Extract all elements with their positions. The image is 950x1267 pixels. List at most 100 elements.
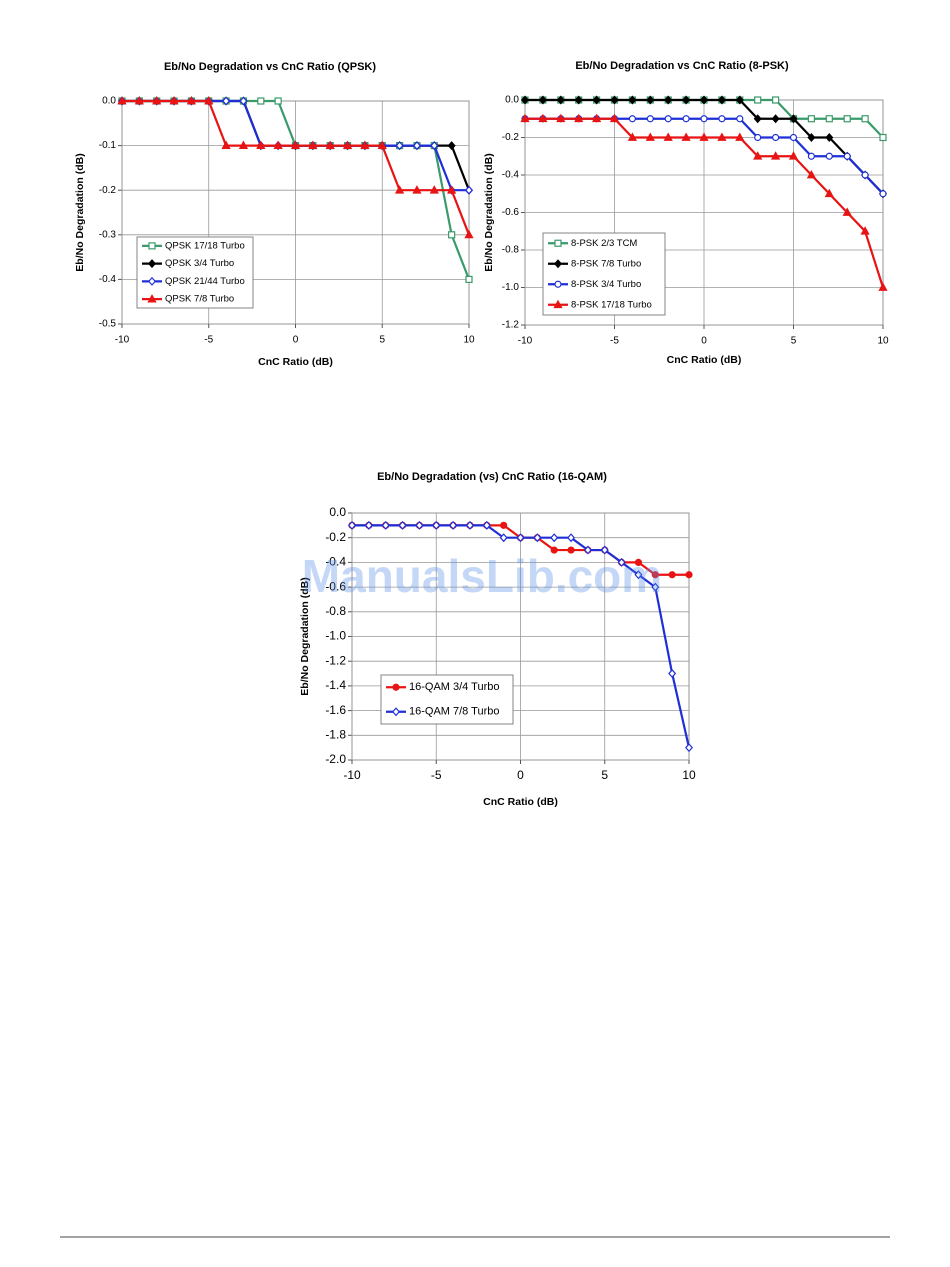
- x-tick-label: 5: [379, 335, 385, 346]
- marker: [221, 140, 231, 149]
- marker: [464, 185, 474, 195]
- x-tick-label: -10: [343, 768, 361, 782]
- marker: [134, 95, 144, 105]
- y-tick-label: -1.4: [325, 678, 346, 692]
- y-tick-label: -0.4: [502, 170, 520, 181]
- marker: [717, 132, 727, 141]
- legend-label: 8-PSK 3/4 Turbo: [571, 279, 641, 290]
- marker: [627, 132, 638, 141]
- marker: [186, 95, 197, 105]
- marker: [342, 140, 353, 149]
- marker: [634, 558, 643, 567]
- marker: [538, 113, 548, 123]
- marker: [634, 570, 643, 580]
- marker: [147, 276, 157, 286]
- marker: [256, 140, 266, 149]
- marker: [550, 533, 559, 543]
- marker: [664, 95, 673, 105]
- marker: [879, 133, 887, 142]
- marker: [465, 275, 473, 283]
- legend-label: QPSK 3/4 Turbo: [165, 258, 234, 269]
- marker: [617, 557, 626, 567]
- chart-title: Eb/No Degradation vs CnC Ratio (QPSK): [164, 61, 376, 73]
- marker: [878, 282, 888, 291]
- marker: [645, 132, 655, 141]
- marker: [257, 97, 265, 105]
- y-tick-label: -0.2: [502, 132, 520, 143]
- marker: [806, 169, 817, 179]
- marker: [204, 95, 214, 105]
- marker: [807, 115, 816, 123]
- legend-label: 8-PSK 7/8 Turbo: [571, 258, 641, 269]
- marker: [448, 231, 456, 239]
- marker: [668, 571, 676, 579]
- legend-label: 8-PSK 2/3 TCM: [571, 238, 637, 249]
- x-tick-label: 0: [517, 768, 524, 782]
- marker: [788, 151, 799, 160]
- chart: Eb/No Degradation vs CnC Ratio (QPSK) CnC…: [74, 61, 475, 368]
- y-axis-label: Eb/No Degradation (dB): [74, 153, 86, 271]
- y-tick-label: -0.2: [99, 185, 117, 196]
- y-tick-label: 0.0: [102, 96, 116, 107]
- x-tick-label: -10: [115, 335, 130, 346]
- y-tick-label: -0.3: [99, 229, 117, 240]
- marker: [879, 190, 887, 198]
- x-tick-label: 10: [463, 335, 475, 346]
- marker: [447, 185, 457, 194]
- marker: [377, 140, 387, 149]
- marker: [664, 115, 672, 123]
- marker: [718, 115, 726, 123]
- y-tick-label: 0.0: [329, 505, 346, 519]
- marker: [381, 520, 390, 530]
- legend-label: 16-QAM 3/4 Turbo: [409, 681, 500, 693]
- legend-label: QPSK 7/8 Turbo: [165, 294, 234, 305]
- marker: [415, 520, 424, 530]
- marker: [464, 229, 474, 239]
- marker: [753, 151, 763, 160]
- marker: [567, 533, 576, 543]
- marker: [398, 520, 407, 530]
- marker: [682, 95, 691, 105]
- legend-box: [542, 232, 666, 316]
- legend-label: QPSK 21/44 Turbo: [165, 276, 245, 287]
- y-axis-label: Eb/No Degradation (dB): [483, 153, 495, 271]
- x-tick-label: 10: [877, 336, 889, 347]
- marker: [152, 95, 162, 105]
- marker: [610, 95, 619, 105]
- marker: [499, 533, 508, 543]
- marker: [147, 259, 157, 269]
- marker: [429, 185, 439, 194]
- marker: [681, 132, 691, 141]
- y-tick-label: -1.8: [325, 727, 346, 741]
- legend-label: QPSK 17/18 Turbo: [165, 240, 245, 251]
- chart-title: Eb/No Degradation vs CnC Ratio (8-PSK): [575, 60, 789, 72]
- marker: [600, 545, 609, 555]
- marker: [554, 280, 562, 288]
- marker: [520, 113, 530, 123]
- y-tick-label: -1.6: [325, 703, 346, 717]
- y-tick-label: 0.0: [505, 95, 519, 106]
- x-tick-label: -10: [518, 336, 533, 347]
- marker: [843, 115, 851, 123]
- marker: [553, 259, 563, 269]
- marker: [770, 151, 781, 160]
- marker: [825, 115, 833, 123]
- y-tick-label: -1.0: [502, 282, 520, 293]
- x-tick-label: -5: [204, 335, 213, 346]
- y-tick-label: -0.6: [502, 207, 520, 218]
- y-tick-label: -0.8: [325, 604, 346, 618]
- marker: [583, 545, 592, 555]
- marker: [538, 95, 547, 105]
- marker: [465, 520, 474, 530]
- x-tick-label: 0: [293, 335, 299, 346]
- marker: [699, 95, 709, 105]
- marker: [684, 743, 694, 753]
- y-tick-label: -0.2: [325, 530, 346, 544]
- legend-box: [136, 236, 254, 309]
- marker: [391, 707, 401, 717]
- marker: [392, 683, 400, 691]
- marker: [717, 95, 726, 105]
- marker: [308, 140, 318, 149]
- marker: [685, 571, 693, 579]
- marker: [412, 185, 422, 194]
